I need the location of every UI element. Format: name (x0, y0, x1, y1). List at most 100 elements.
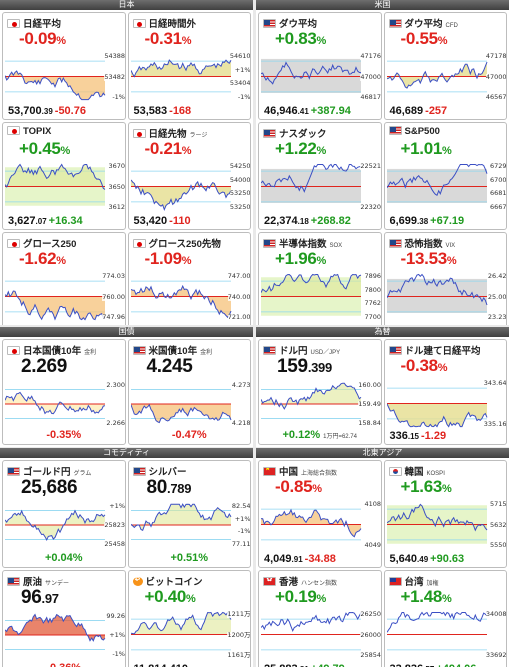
market-card-silver[interactable]: シルバー 80.789 82.54 +1% -1% 77.11 +0.51% (127, 460, 251, 568)
card-title: グロース250 (7, 236, 122, 249)
japan-grid: 日経平均 -0.09% 54388 53482 -1% 53,700.39 -50.76 日経… (0, 10, 253, 325)
axis-label: 6681 (489, 189, 507, 198)
market-card-growth250-fut[interactable]: グロース250先物-1.09%747.00740.00721.00723.0-8… (127, 232, 251, 325)
price-change: -110 (169, 215, 191, 227)
sparkline-svg (130, 170, 231, 212)
axis-label: 99.26 (106, 612, 125, 620)
price-line (261, 508, 362, 538)
current-value-decimal: .97 (41, 591, 59, 606)
price-change: -257 (425, 105, 448, 117)
sparkline-chart: 3670 3650 3612 (5, 159, 125, 214)
market-card-gold[interactable]: ゴールド円 グラム 25,686 +1% 25823 25458 +0.04% (2, 460, 126, 568)
price-line (130, 179, 231, 212)
market-card-nasdaq[interactable]: ナスダック +1.22% 22521 22320 22,374.18 +268.82 (258, 122, 382, 230)
axis-label: 26000 (360, 630, 381, 639)
percent-unit: % (446, 255, 457, 267)
section-bonds: 国債 日本国債10年 金利 2.269 2.300 2.266 -0.35% 米国債10年金… (0, 327, 253, 447)
market-card-jgb10[interactable]: 日本国債10年 金利 2.269 2.300 2.266 -0.35% (2, 339, 126, 445)
section-japan: 日本 日経平均 -0.09% 54388 53482 -1% 53,700.39 -50.7… (0, 0, 253, 325)
axis-label: 740.00 (227, 292, 251, 301)
card-title-text: TOPIX (23, 126, 52, 137)
section-commodity: コモディティ ゴールド円 グラム 25,686 +1% 25823 25458 +0.04%… (0, 448, 253, 667)
market-card-ust10[interactable]: 米国債10年 金利 4.245 4.273 4.218 -0.47% (127, 339, 251, 445)
jp-flag-icon (7, 126, 20, 135)
axis-label: 5632 (489, 520, 507, 529)
card-title-text: ドル円 (279, 346, 308, 356)
market-card-usdjpy[interactable]: ドル円 USD／JPY 159.399 160.00 159.49 158.84 +0.12… (258, 339, 382, 445)
change-percent: +0.12% 1万円=62.74 (259, 429, 381, 441)
change-percent: -0.35% (46, 429, 82, 441)
sparkline-svg (5, 60, 106, 101)
price-line (130, 503, 231, 531)
card-title: グロース250先物 (132, 236, 248, 249)
card-title: 日本国債10年 金利 (7, 343, 122, 356)
current-value: 25,686 (21, 477, 78, 499)
price-main: 6,699 (389, 215, 418, 227)
sparkline-svg (130, 280, 231, 319)
axis-label: 158.84 (358, 419, 381, 427)
card-title-text: 中国 (279, 467, 299, 477)
price-change: +67.19 (430, 215, 465, 227)
price-footer: 25,883.81+49.79 (264, 663, 378, 667)
price-decimal: .38 (417, 217, 429, 226)
card-title-sub: 上海総合指数 (301, 471, 338, 477)
market-card-sp500[interactable]: S&P500 +1.01% 6729 6700 6681 6667 6,699.38 +67.… (383, 122, 507, 230)
market-card-nikkei[interactable]: 日経平均 -0.09% 54388 53482 -1% 53,700.39 -50.76 (2, 12, 126, 120)
price-footer: 3,627.07 +16.34 (8, 215, 122, 227)
percent-unit: % (312, 483, 322, 495)
market-card-dow[interactable]: ダウ平均 +0.83% 47176 47000 46817 46,946.41 +387.9… (258, 12, 382, 120)
percent-unit: % (181, 255, 192, 267)
price-change: -34.88 (304, 553, 336, 565)
us-flag-icon (132, 467, 146, 476)
sparkline-chart: 774.03 760.00 747.96 (5, 269, 125, 324)
market-card-nikkei-usd[interactable]: ドル建て日経平均 -0.38% 343.64 335.16 336.15 -1.29 (383, 339, 507, 445)
market-card-btc[interactable]: ビットコイン+0.40% 1211万 1200万 1161万 11,814,410 (127, 570, 251, 667)
card-title-sub: ハンセン指数 (301, 581, 338, 587)
market-card-korea[interactable]: 韓国 KOSPI +1.63% 5715 5632 5550 5,640.49 +90.63 (383, 460, 507, 568)
market-card-dow-cfd[interactable]: ダウ平均 CFD -0.55% 47178 47000 46567 46,689 -257 (383, 12, 507, 120)
price-main: 46,689 (389, 105, 424, 117)
percent-unit: % (186, 593, 196, 605)
change-percent-value: -0.31 (144, 29, 183, 48)
us-flag-icon (388, 126, 402, 135)
price-main: 33,836 (390, 663, 424, 667)
axis-label: 5715 (489, 500, 507, 508)
percent-unit: % (442, 483, 452, 495)
axis-label: 2.300 (106, 381, 125, 389)
card-title: シルバー (132, 464, 248, 477)
sparkline-svg (261, 508, 362, 541)
us-grid: ダウ平均 +0.83% 47176 47000 46817 46,946.41 +387.9… (256, 10, 509, 325)
price-footer: 11,814,410 (134, 663, 248, 667)
sparkline-svg (386, 387, 487, 428)
price-change: -168 (169, 105, 192, 117)
card-title: 恐怖指数 VIX (388, 236, 504, 249)
us-flag-icon (132, 346, 146, 355)
price-line (386, 503, 487, 532)
price-line (5, 509, 106, 542)
market-card-sox[interactable]: 半導体指数SOX+1.96%78967800776277007,796.24+1… (258, 232, 382, 325)
market-card-nikkei-ah[interactable]: 日経時間外 -0.31% 54610 +1% 53404 -1% 53,583 -168 (127, 12, 251, 120)
change-percent: -0.09% (19, 29, 66, 49)
price-line (5, 613, 106, 642)
percent-unit: % (181, 35, 192, 47)
market-card-nikkei-fut[interactable]: 日経先物 ラージ -0.21% 54250 54000 53250 53250 53,420-… (127, 122, 251, 230)
current-value-main: 159 (277, 356, 308, 377)
price-decimal: .49 (417, 555, 429, 564)
market-card-topix[interactable]: TOPIX +0.45% 3670 3650 3612 3,627.07 +16.34 (2, 122, 126, 230)
section-header-japan: 日本 (0, 0, 253, 10)
sparkline-chart: 4108 4049 (261, 497, 381, 552)
price-change: -50.76 (54, 105, 86, 117)
market-card-growth250[interactable]: グロース250-1.62%774.03760.00747.96750.72-12… (2, 232, 126, 325)
section-fx: 為替 ドル円 USD／JPY 159.399 160.00 159.49 158.84 +0… (256, 327, 509, 447)
axis-label: 2.266 (106, 419, 125, 427)
card-title-sub: サンデー (45, 581, 70, 587)
price-line (386, 611, 487, 633)
